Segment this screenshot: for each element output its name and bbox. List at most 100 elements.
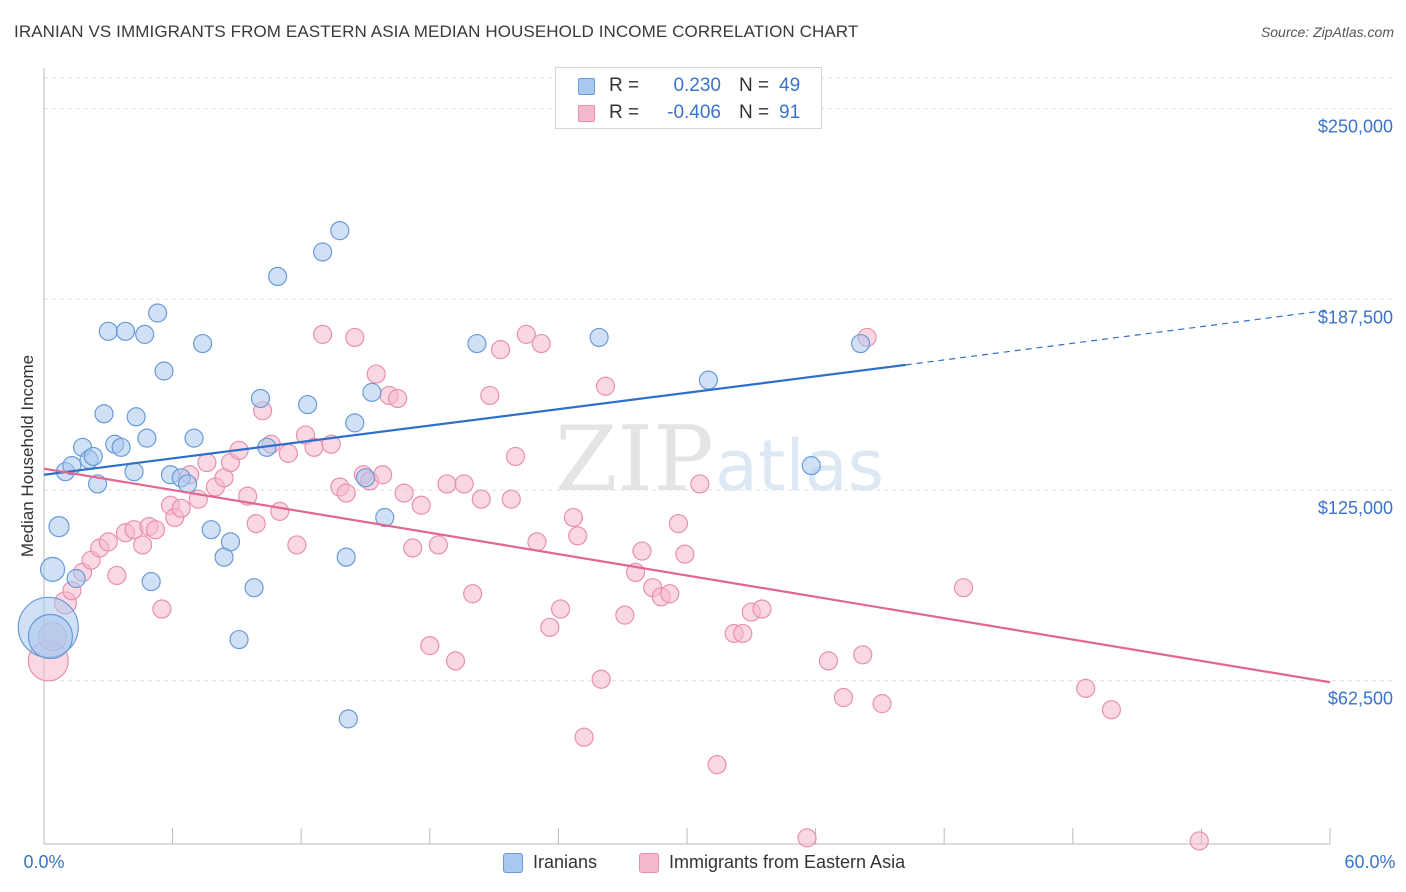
pink-point xyxy=(595,376,616,396)
legend-n-label: N = xyxy=(739,102,770,123)
axes xyxy=(43,68,1331,845)
legend-item-iranians[interactable]: Iranians xyxy=(503,852,597,873)
blue-trend-line xyxy=(43,363,906,476)
pink-point xyxy=(388,388,408,409)
blue-point xyxy=(98,321,118,341)
blue-point xyxy=(147,303,168,323)
y-axis-labels: $62,500 $125,000 $187,500 $250,000 xyxy=(1318,117,1393,709)
pink-point xyxy=(853,645,873,665)
blue-point xyxy=(345,413,365,433)
legend-item-eastern-asia[interactable]: Immigrants from Eastern Asia xyxy=(639,852,905,873)
blue-point xyxy=(698,370,719,390)
pink-point xyxy=(403,538,423,558)
pink-point xyxy=(428,535,448,555)
watermark: ZIP atlas xyxy=(555,407,884,512)
legend-n-value: 49 xyxy=(779,75,801,96)
blue-point xyxy=(313,242,333,262)
blue-point xyxy=(83,446,103,467)
legend-r-value: 0.230 xyxy=(673,75,721,96)
pink-point xyxy=(1076,678,1096,698)
legend-r-value: -0.406 xyxy=(667,102,721,123)
blue-point xyxy=(111,437,131,457)
watermark-zip: ZIP xyxy=(555,407,714,512)
pink-point xyxy=(246,513,266,534)
pink-point xyxy=(531,333,551,354)
pink-point xyxy=(373,465,393,485)
pink-point xyxy=(733,623,753,644)
legend-label-iranians: Iranians xyxy=(533,852,598,872)
blue-point xyxy=(154,361,174,381)
correlation-legend: R = 0.230 N = 49 R = -0.406 N = 91 xyxy=(555,67,822,129)
blue-point xyxy=(338,709,358,729)
blue-point xyxy=(355,468,376,488)
blue-point xyxy=(126,407,146,427)
pink-point xyxy=(690,474,710,494)
pink-point xyxy=(463,584,483,604)
pink-point xyxy=(171,498,191,518)
pink-point xyxy=(394,483,414,503)
blue-point xyxy=(229,629,249,650)
pink-point xyxy=(145,520,166,540)
pink-point xyxy=(437,474,457,494)
pink-point xyxy=(872,694,892,714)
blue-point xyxy=(375,507,395,528)
pink-point xyxy=(107,565,127,586)
pink-series xyxy=(27,324,1209,851)
pink-point xyxy=(132,535,153,555)
blue-point xyxy=(193,333,213,354)
blue-point xyxy=(298,394,318,415)
blue-point xyxy=(250,388,271,409)
blue-point xyxy=(201,520,221,540)
legend-swatch-pink xyxy=(639,852,659,873)
pink-point xyxy=(490,340,511,360)
blue-point xyxy=(48,516,70,538)
pink-point xyxy=(278,443,298,463)
x-tick-label-max: 60.0% xyxy=(1344,852,1395,872)
pink-point xyxy=(574,727,594,747)
y-axis-title: Median Household Income xyxy=(18,355,37,557)
blue-trend-extension xyxy=(905,309,1331,366)
blue-point xyxy=(801,456,821,476)
pink-point xyxy=(1189,831,1209,851)
pink-point xyxy=(411,495,431,515)
pink-point xyxy=(660,584,680,604)
y-tick-label: $62,500 xyxy=(1328,689,1393,709)
blue-series xyxy=(17,221,871,729)
blue-point xyxy=(178,474,198,494)
pink-point xyxy=(197,452,217,473)
blue-point xyxy=(851,333,871,354)
pink-point xyxy=(471,489,491,509)
legend-row-eastern-asia: R = -0.406 N = 91 xyxy=(578,101,800,125)
pink-point xyxy=(818,651,839,671)
legend-row-iranians: R = 0.230 N = 49 xyxy=(578,74,800,98)
blue-point xyxy=(268,266,288,287)
y-tick-label: $187,500 xyxy=(1318,307,1393,327)
legend-r-label: R = xyxy=(609,102,640,123)
blue-point xyxy=(141,571,161,592)
pink-point xyxy=(366,364,386,384)
blue-point xyxy=(94,404,114,424)
pink-point xyxy=(540,617,560,637)
pink-point xyxy=(1101,700,1121,720)
pink-point xyxy=(591,669,611,689)
pink-point xyxy=(752,599,772,619)
legend-r-label: R = xyxy=(609,75,640,96)
blue-point xyxy=(330,221,350,241)
pink-point xyxy=(563,507,584,528)
pink-point xyxy=(98,532,118,552)
blue-point xyxy=(27,613,74,660)
pink-point xyxy=(336,483,356,503)
blue-point xyxy=(467,333,487,354)
series-legend: Iranians Immigrants from Eastern Asia xyxy=(0,852,1406,878)
pink-point xyxy=(707,755,727,775)
pink-point xyxy=(550,599,571,619)
x-tick-label-min: 0.0% xyxy=(23,852,64,872)
pink-trend-line xyxy=(43,467,1331,684)
pink-point xyxy=(345,327,365,348)
blue-point xyxy=(66,568,86,589)
trend-lines xyxy=(43,309,1331,684)
y-tick-label: $250,000 xyxy=(1318,117,1393,137)
watermark-atlas: atlas xyxy=(715,425,884,507)
blue-point xyxy=(589,327,609,348)
